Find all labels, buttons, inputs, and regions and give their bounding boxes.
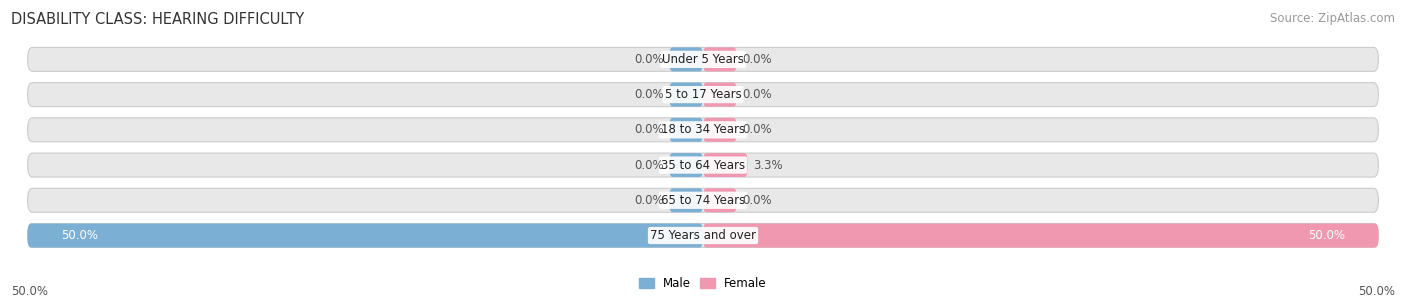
FancyBboxPatch shape xyxy=(669,83,703,107)
Text: 18 to 34 Years: 18 to 34 Years xyxy=(661,123,745,136)
Text: 0.0%: 0.0% xyxy=(634,123,664,136)
Text: 0.0%: 0.0% xyxy=(634,159,664,171)
Text: 0.0%: 0.0% xyxy=(742,194,772,207)
FancyBboxPatch shape xyxy=(28,223,703,247)
FancyBboxPatch shape xyxy=(28,153,1378,177)
Text: 65 to 74 Years: 65 to 74 Years xyxy=(661,194,745,207)
Text: DISABILITY CLASS: HEARING DIFFICULTY: DISABILITY CLASS: HEARING DIFFICULTY xyxy=(11,12,305,27)
FancyBboxPatch shape xyxy=(669,118,703,142)
FancyBboxPatch shape xyxy=(703,153,748,177)
Text: 3.3%: 3.3% xyxy=(754,159,783,171)
FancyBboxPatch shape xyxy=(28,118,1378,142)
Legend: Male, Female: Male, Female xyxy=(634,273,772,295)
Text: 0.0%: 0.0% xyxy=(634,53,664,66)
FancyBboxPatch shape xyxy=(703,47,737,71)
Text: 50.0%: 50.0% xyxy=(1308,229,1344,242)
FancyBboxPatch shape xyxy=(703,118,737,142)
Text: 35 to 64 Years: 35 to 64 Years xyxy=(661,159,745,171)
Text: Source: ZipAtlas.com: Source: ZipAtlas.com xyxy=(1270,12,1395,25)
Text: 0.0%: 0.0% xyxy=(634,88,664,101)
FancyBboxPatch shape xyxy=(703,188,737,212)
Text: 50.0%: 50.0% xyxy=(62,229,98,242)
Text: 50.0%: 50.0% xyxy=(11,285,48,298)
FancyBboxPatch shape xyxy=(669,153,703,177)
Text: 0.0%: 0.0% xyxy=(742,53,772,66)
FancyBboxPatch shape xyxy=(28,188,1378,212)
Text: Under 5 Years: Under 5 Years xyxy=(662,53,744,66)
FancyBboxPatch shape xyxy=(669,47,703,71)
Text: 0.0%: 0.0% xyxy=(742,88,772,101)
FancyBboxPatch shape xyxy=(28,47,1378,71)
Text: 5 to 17 Years: 5 to 17 Years xyxy=(665,88,741,101)
Text: 0.0%: 0.0% xyxy=(742,123,772,136)
Text: 75 Years and over: 75 Years and over xyxy=(650,229,756,242)
FancyBboxPatch shape xyxy=(28,223,1378,247)
FancyBboxPatch shape xyxy=(703,83,737,107)
FancyBboxPatch shape xyxy=(703,223,1378,247)
FancyBboxPatch shape xyxy=(28,83,1378,107)
FancyBboxPatch shape xyxy=(669,188,703,212)
Text: 50.0%: 50.0% xyxy=(1358,285,1395,298)
Text: 0.0%: 0.0% xyxy=(634,194,664,207)
